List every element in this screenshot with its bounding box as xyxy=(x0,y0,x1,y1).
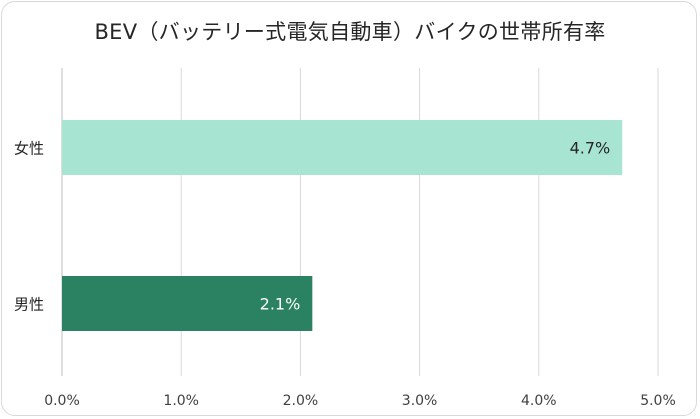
data-label: 4.7% xyxy=(570,139,611,158)
bars: 4.7% 2.1% xyxy=(62,120,623,331)
bar xyxy=(62,276,313,331)
x-tick-label: 5.0% xyxy=(640,393,676,409)
x-tick-label: 2.0% xyxy=(283,393,319,409)
x-tick-label: 4.0% xyxy=(521,393,557,409)
bar xyxy=(62,120,623,175)
x-tick-labels: 0.0% 1.0% 2.0% 3.0% 4.0% 5.0% xyxy=(44,393,676,409)
x-tick-label: 1.0% xyxy=(163,393,199,409)
category-label: 男性 xyxy=(14,296,44,314)
x-tick-label: 3.0% xyxy=(402,393,438,409)
data-label: 2.1% xyxy=(260,295,301,314)
x-tick-label: 0.0% xyxy=(44,393,80,409)
category-label: 女性 xyxy=(14,140,44,158)
chart-title: BEV（バッテリー式電気自動車）バイクの世帯所有率 xyxy=(94,20,606,44)
